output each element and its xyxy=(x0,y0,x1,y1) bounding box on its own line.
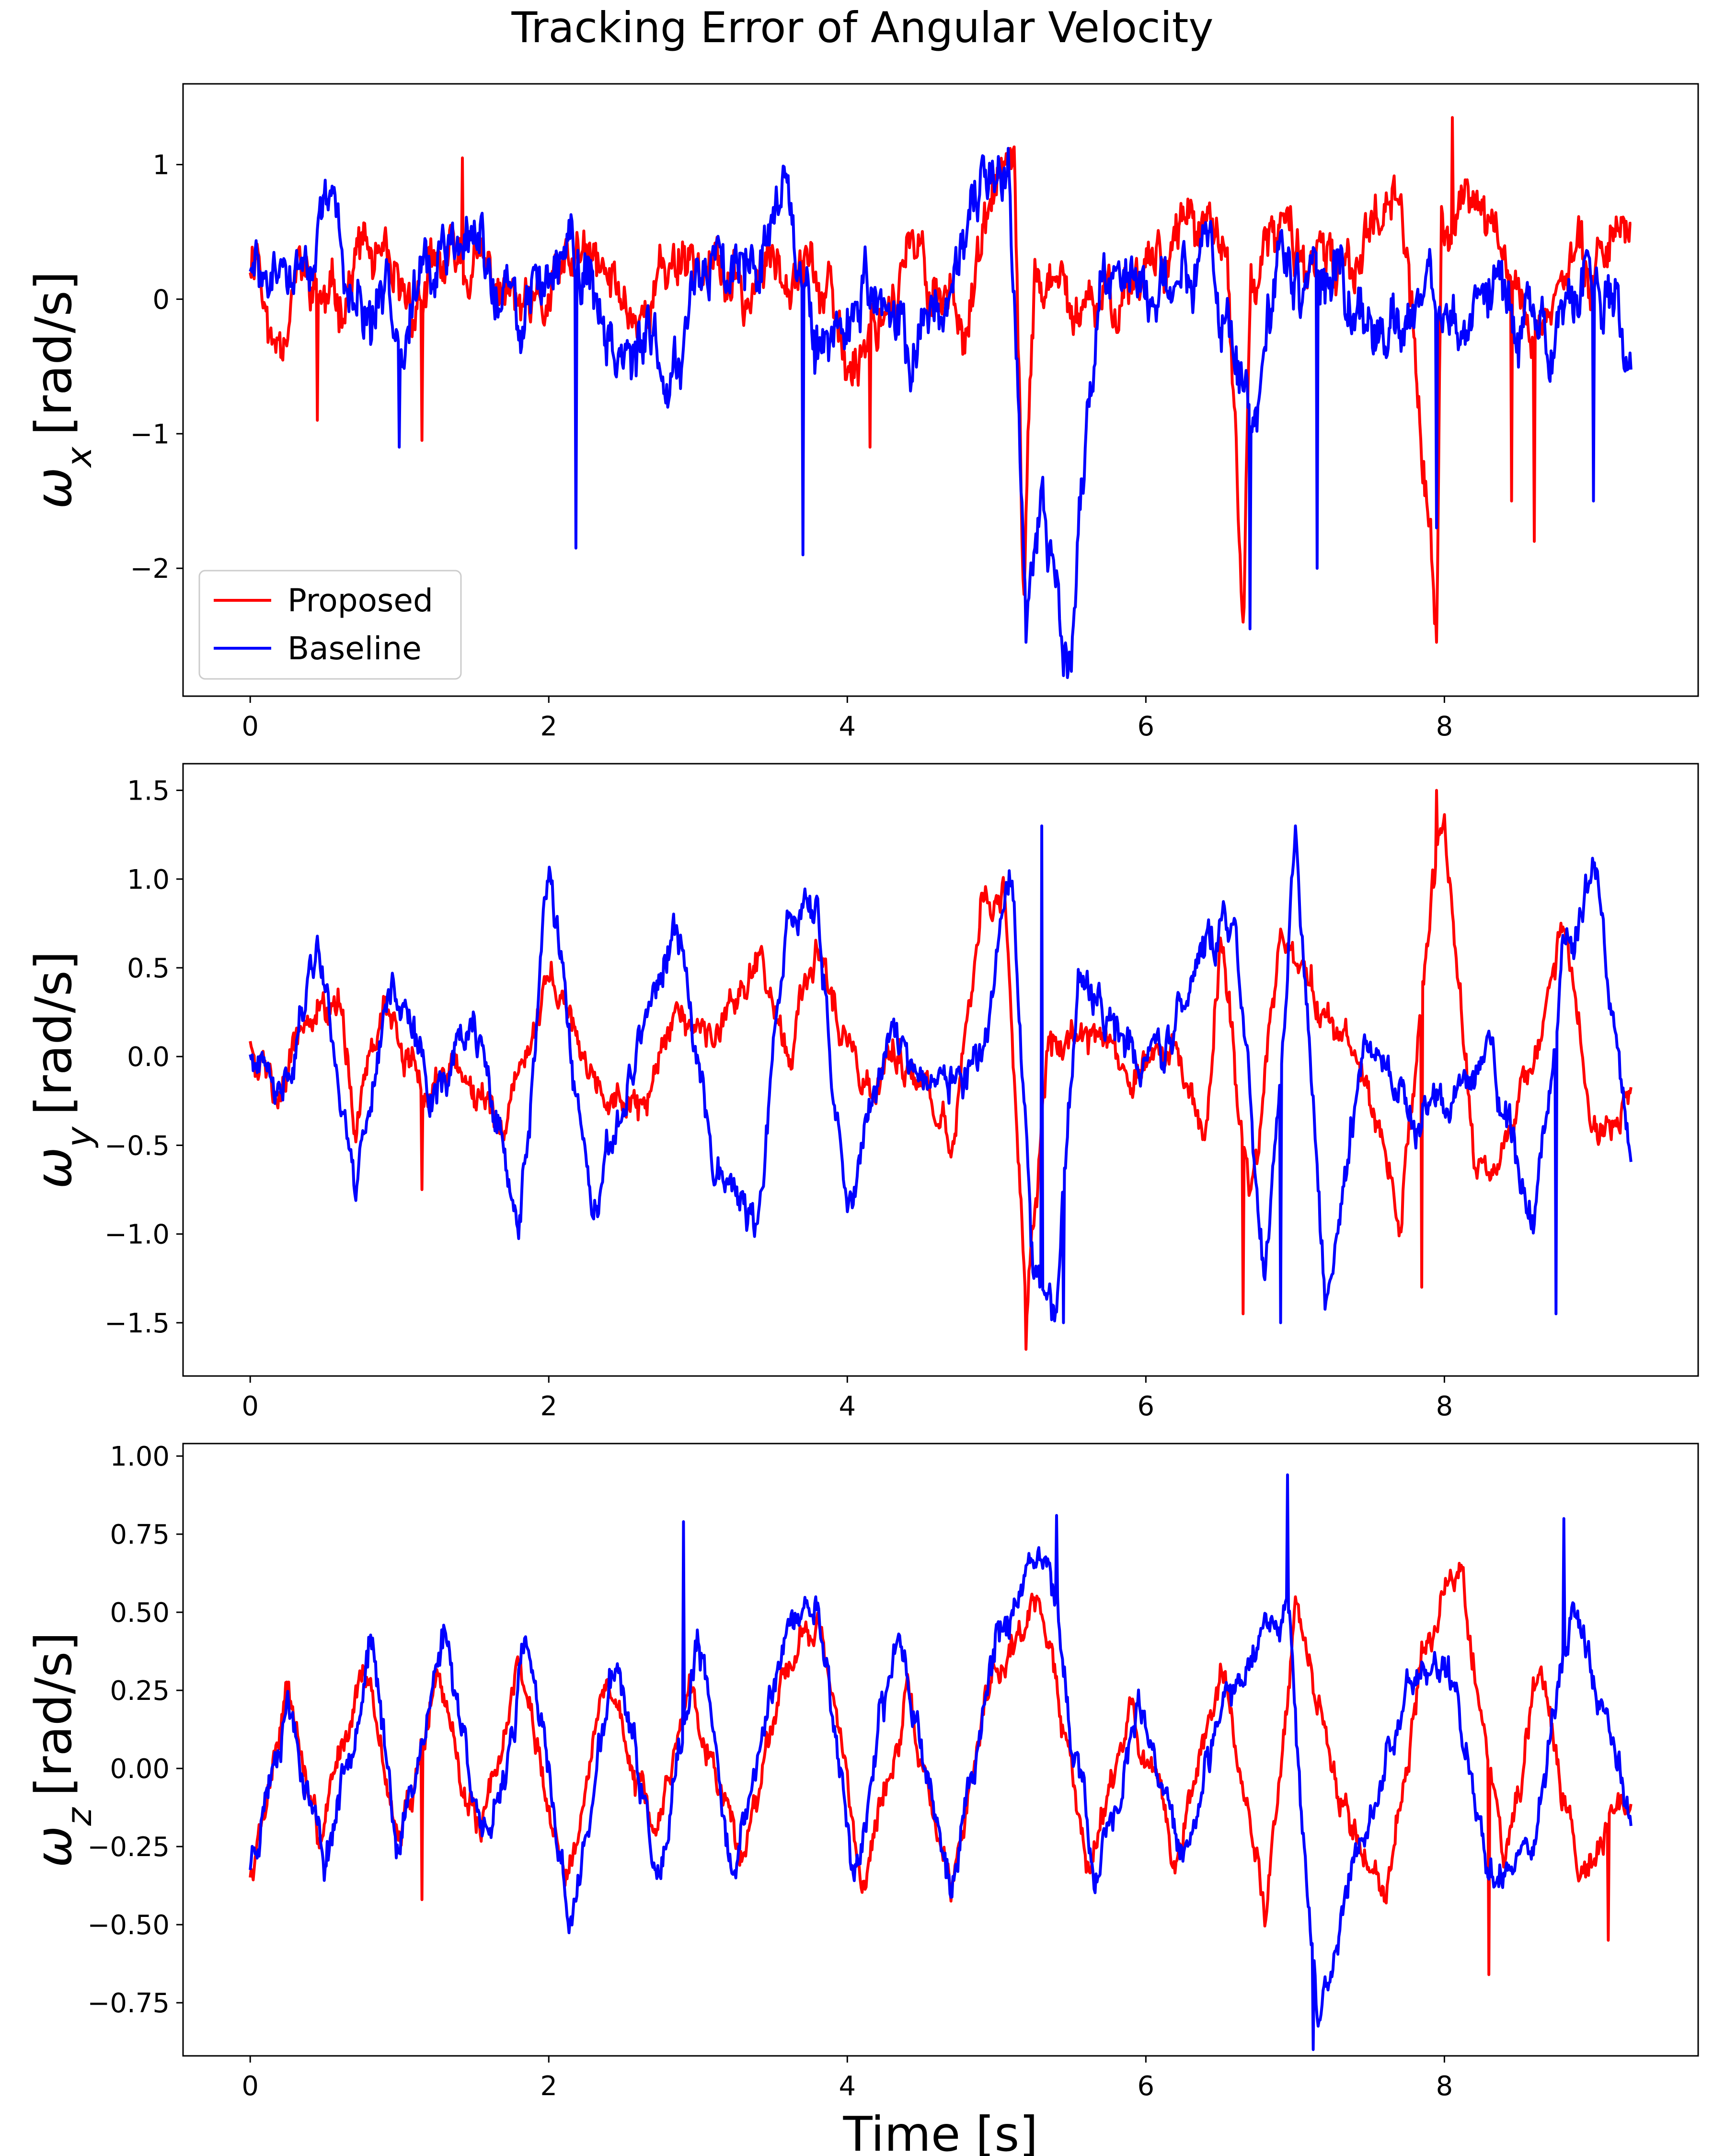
y-axis-label-subscript: y xyxy=(59,1126,99,1148)
y-tick-label: 1.00 xyxy=(110,1441,170,1472)
x-tick-label: 4 xyxy=(839,2071,856,2102)
axes-frame xyxy=(182,83,1699,697)
series-group xyxy=(249,116,1633,679)
legend: Proposed Baseline xyxy=(198,570,462,680)
y-axis-label: ωz [rad/s] xyxy=(24,1632,99,1868)
y-tick-label: −0.75 xyxy=(87,1988,170,2019)
subplot-3: 0 2 4 6 8 1.00 0.75 0.50 0.25 0.00 −0.25 −0.50 −0.75… xyxy=(24,1441,1699,2156)
x-tick-label: 4 xyxy=(839,1391,856,1422)
y-axis-label-subscript: z xyxy=(59,1807,99,1826)
x-tick-label: 4 xyxy=(839,711,856,742)
y-axis-label-symbol: ω xyxy=(24,1147,83,1189)
y-axis-label-unit: [rad/s] xyxy=(24,1632,83,1796)
y-tick-label: −2 xyxy=(130,553,170,585)
series-line-baseline xyxy=(249,147,1633,679)
y-axis-label-subscript: x xyxy=(59,446,99,468)
series-line-proposed xyxy=(249,789,1633,1351)
y-tick-label: 0 xyxy=(152,284,170,315)
y-tick-label: −1 xyxy=(130,419,170,450)
legend-label-proposed: Proposed xyxy=(288,582,433,619)
y-tick-label: −0.5 xyxy=(104,1130,170,1161)
series-group xyxy=(249,1473,1633,2051)
x-tick-label: 2 xyxy=(540,2071,557,2102)
y-tick-label: 1.0 xyxy=(127,864,170,895)
y-axis-label-symbol: ω xyxy=(24,1826,83,1868)
y-axis-label-unit: [rad/s] xyxy=(24,271,83,436)
y-tick-label: −1.0 xyxy=(104,1219,170,1250)
x-tick-label: 8 xyxy=(1436,1391,1453,1422)
y-tick-label: 1 xyxy=(152,150,170,181)
y-axis-label: ωx [rad/s] xyxy=(24,271,99,509)
series-line-baseline xyxy=(249,1473,1633,2051)
y-tick-label: 0.50 xyxy=(110,1597,170,1628)
y-tick-label: −0.25 xyxy=(87,1832,170,1863)
y-axis-label: ωy [rad/s] xyxy=(24,951,99,1189)
figure-title: Tracking Error of Angular Velocity xyxy=(511,3,1214,52)
x-tick-label: 0 xyxy=(242,2071,259,2102)
y-axis-label-symbol: ω xyxy=(24,467,83,509)
x-tick-label: 6 xyxy=(1138,1391,1155,1422)
series-group xyxy=(249,789,1633,1351)
y-tick-label: 0.75 xyxy=(110,1519,170,1550)
x-tick-label: 6 xyxy=(1138,2071,1155,2102)
y-tick-label: 0.5 xyxy=(127,953,170,984)
axes-frame xyxy=(182,763,1699,1377)
y-tick-label: −1.5 xyxy=(104,1308,170,1339)
x-tick-label: 0 xyxy=(242,711,259,742)
axes-frame xyxy=(182,1443,1699,2057)
subplot-2: 0 2 4 6 8 1.5 1.0 0.5 0.0 −0.5 −1.0 −1.5 ωy [rad/s] xyxy=(24,763,1699,1422)
x-tick-label: 6 xyxy=(1138,711,1155,742)
y-tick-label: −0.50 xyxy=(87,1910,170,1941)
x-tick-label: 2 xyxy=(540,1391,557,1422)
y-tick-label: 0.25 xyxy=(110,1675,170,1707)
y-tick-label: 0.0 xyxy=(127,1042,170,1073)
y-tick-label: 0.00 xyxy=(110,1754,170,1785)
y-axis-label-unit: [rad/s] xyxy=(24,951,83,1115)
x-tick-label: 8 xyxy=(1436,2071,1453,2102)
x-tick-label: 2 xyxy=(540,711,557,742)
x-tick-label: 8 xyxy=(1436,711,1453,742)
y-tick-label: 1.5 xyxy=(127,776,170,807)
x-axis-label: Time [s] xyxy=(843,2106,1038,2156)
legend-box xyxy=(198,570,462,680)
legend-label-baseline: Baseline xyxy=(288,630,422,667)
x-tick-label: 0 xyxy=(242,1391,259,1422)
series-line-baseline xyxy=(249,824,1633,1324)
